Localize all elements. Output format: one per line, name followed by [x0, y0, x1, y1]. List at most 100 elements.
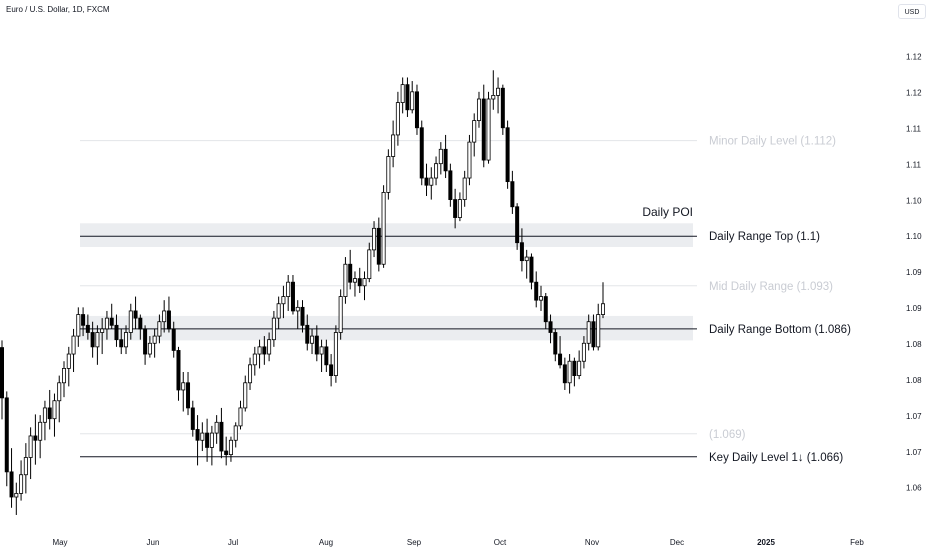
candle-body: [243, 382, 248, 409]
candle-up: [267, 332, 272, 362]
candle-body: [453, 199, 458, 218]
candle-up: [104, 310, 109, 340]
candle-body: [419, 127, 424, 179]
candle-down: [543, 292, 548, 329]
price-tick-label: 1.09: [906, 304, 922, 313]
candle-body: [438, 148, 443, 165]
candle-down: [500, 84, 505, 135]
candle-up: [343, 257, 348, 304]
candle-down: [81, 307, 86, 337]
time-tick-label: Sep: [407, 538, 422, 547]
time-axis[interactable]: May Jun Jul Aug Sep Oct Nov Dec 2025 Feb: [52, 538, 864, 547]
price-tick-label: 1.11: [906, 124, 922, 133]
candle-down: [171, 321, 176, 358]
candle-body: [472, 120, 477, 143]
candle-down: [553, 328, 558, 362]
candle-up: [238, 400, 243, 430]
candle-down: [572, 357, 577, 387]
price-tick-label: 1.12: [906, 89, 922, 98]
candle-body: [171, 328, 176, 351]
price-tick-label: 1.09: [906, 268, 922, 277]
price-tick-label: 1.08: [906, 340, 922, 349]
candle-body: [200, 432, 205, 441]
candle-up: [28, 427, 33, 480]
candle-down: [453, 188, 458, 229]
candle-body: [209, 432, 214, 448]
candle-up: [581, 336, 586, 369]
candle-down: [510, 170, 515, 214]
candle-body: [500, 87, 505, 129]
candle-up: [295, 300, 300, 329]
candle-up: [286, 275, 291, 311]
candle-body: [90, 332, 95, 348]
candle-body: [577, 360, 582, 376]
candle-up: [19, 460, 24, 501]
candle-body: [376, 227, 381, 265]
price-tick-label: 1.07: [906, 412, 922, 421]
level-label: Minor Daily Level (1.112): [709, 136, 836, 148]
zone-band: [80, 315, 693, 341]
candle-up: [71, 328, 76, 373]
candle-body: [119, 339, 124, 348]
candle-body: [333, 332, 338, 376]
candle-up: [95, 325, 100, 365]
candle-up: [601, 282, 606, 319]
candle-body: [228, 439, 233, 456]
candle-body: [290, 281, 295, 312]
candle-down: [195, 415, 200, 466]
candle-up: [410, 81, 415, 114]
candle-up: [271, 310, 276, 347]
candle-up: [147, 336, 152, 358]
price-axis[interactable]: 1.12 1.12 1.11 1.11 1.10 1.10 1.09 1.09 1.08 1.08…: [906, 53, 922, 493]
candle-body: [186, 382, 191, 409]
candle-body: [138, 317, 143, 330]
candle-up: [162, 300, 167, 333]
candle-body: [443, 148, 448, 172]
candle-body: [219, 421, 224, 452]
candle-body: [414, 91, 419, 129]
candle-down: [443, 134, 448, 179]
candle-down: [329, 354, 334, 387]
candle-up: [367, 242, 372, 283]
candle-body: [357, 278, 362, 287]
candle-body: [362, 278, 367, 287]
candle-up: [319, 339, 324, 373]
candle-body: [367, 249, 372, 280]
time-tick-label: Aug: [319, 538, 333, 547]
time-tick-label: Jun: [147, 538, 160, 547]
candle-body: [324, 346, 329, 366]
candle-up: [157, 314, 162, 344]
level-label: (1.069): [709, 429, 746, 441]
candle-up: [491, 70, 496, 110]
candle-down: [324, 339, 329, 373]
candle-body: [233, 425, 238, 441]
chart-title: Euro / U.S. Dollar, 1D, FXCM: [6, 5, 110, 14]
candle-down: [219, 407, 224, 459]
candle-up: [228, 436, 233, 462]
candle-body: [448, 170, 453, 200]
price-tick-label: 1.07: [906, 448, 922, 457]
candle-body: [33, 435, 38, 441]
candle-body: [224, 450, 229, 456]
candle-up: [391, 120, 396, 168]
candle-down: [448, 163, 453, 207]
candle-body: [467, 141, 472, 179]
candle-body: [162, 310, 167, 323]
price-tick-label: 1.11: [906, 160, 922, 169]
candle-up: [372, 221, 377, 258]
candle-down: [143, 325, 148, 365]
candle-down: [4, 391, 9, 487]
candle-body: [329, 364, 334, 376]
candle-body: [486, 98, 491, 161]
candle-body: [95, 332, 100, 348]
candle-body: [562, 364, 567, 384]
candle-body: [338, 296, 343, 333]
candle-body: [391, 134, 396, 157]
currency-button[interactable]: USD: [898, 4, 926, 19]
candle-up: [66, 346, 71, 387]
candle-down: [515, 203, 520, 250]
candle-up: [462, 170, 467, 207]
candle-body: [281, 296, 286, 305]
candle-up: [352, 271, 357, 297]
